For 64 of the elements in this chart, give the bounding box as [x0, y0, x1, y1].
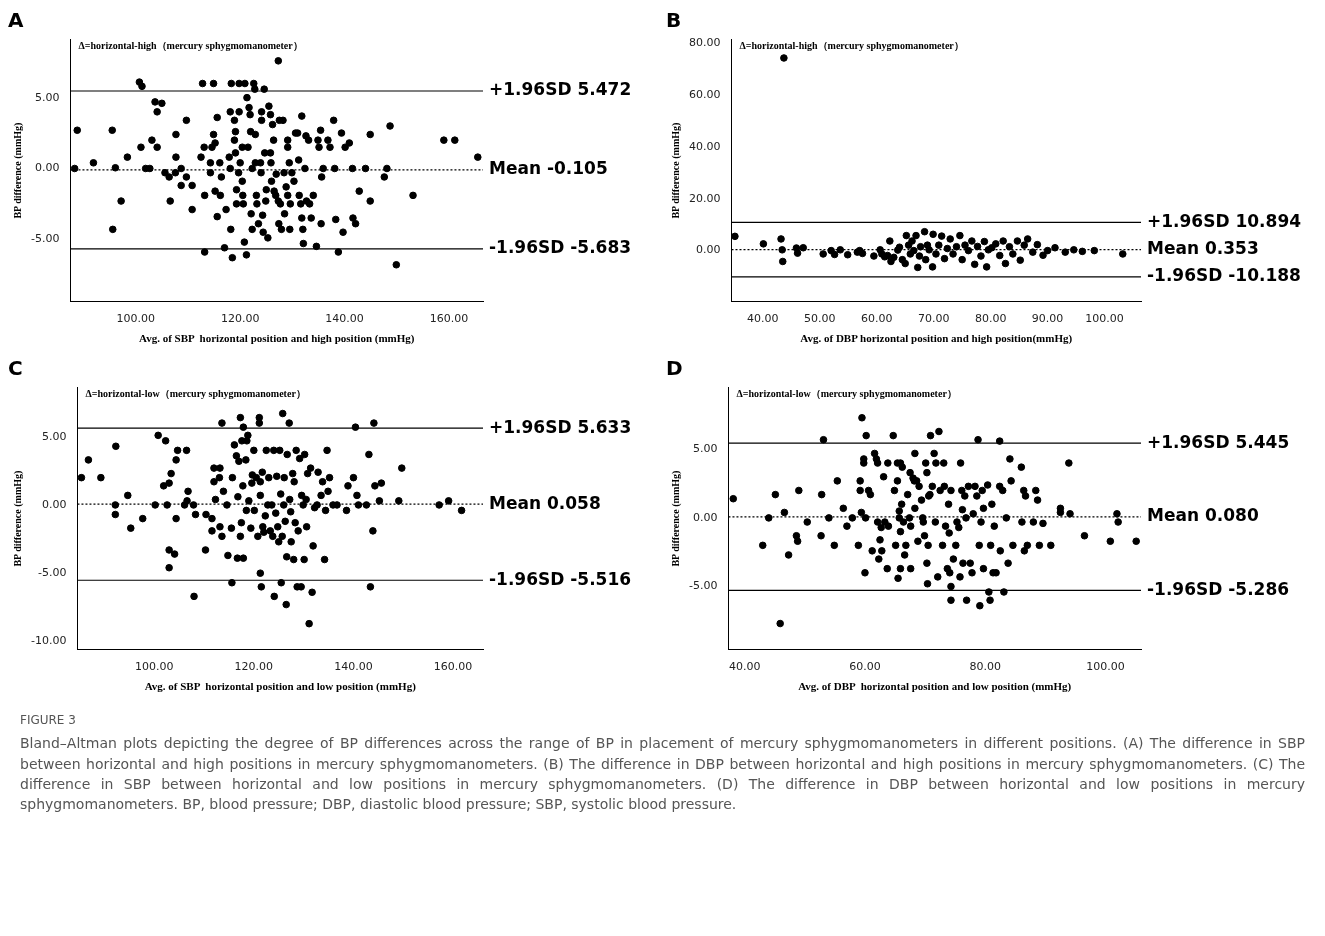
x-tick-label: 40.00	[747, 312, 779, 326]
chart-title: A	[8, 8, 25, 32]
annotation: Δ=horizontal-low（mercury sphygmomanometer）	[85, 388, 306, 400]
y-tick-label: 5.00	[34, 90, 60, 104]
chart-title: D	[666, 356, 684, 380]
y-tick-label: 60.00	[688, 88, 721, 102]
x-tick-label: 70.00	[917, 312, 950, 326]
y-tick-label: -5.00	[37, 566, 67, 580]
ref-line-label: -1.96SD -5.516	[489, 568, 632, 589]
y-tick-label: 0.00	[695, 243, 721, 257]
ref-line-label: +1.96SD 5.445	[1147, 431, 1290, 452]
x-tick-label: 100.00	[1085, 312, 1124, 326]
x-tick-label: 100.00	[116, 312, 155, 326]
ref-line-label: +1.96SD 5.633	[489, 416, 632, 437]
y-tick-label: 5.00	[41, 429, 67, 443]
y-axis-title: BP difference (mmHg)	[11, 470, 24, 567]
x-tick-label: 80.00	[974, 312, 1007, 326]
y-axis-title: BP difference (mmHg)	[669, 470, 682, 567]
y-axis-title: BP difference (mmHg)	[669, 122, 682, 219]
y-tick-label: 0.00	[34, 161, 60, 175]
x-axis-title: Avg. of DBP horizontal position and high position(mmHg)	[800, 332, 1073, 346]
x-tick-label: 40.00	[728, 660, 761, 674]
ref-line-label: Mean 0.058	[489, 492, 601, 513]
x-axis-title: Avg. of SBP horizontal position and high position (mmHg)	[139, 332, 415, 346]
ref-line-label: Mean -0.105	[489, 158, 608, 179]
x-tick-label: 160.00	[429, 312, 469, 326]
y-tick-label: 0.00	[692, 510, 718, 524]
x-tick-label: 100.00	[1086, 660, 1125, 674]
x-axis-title: Avg. of DBP horizontal position and low position (mmHg)	[798, 680, 1072, 694]
y-tick-label: 0.00	[41, 497, 67, 511]
annotation: Δ=horizontal-high（mercury sphygmomanometer）	[78, 40, 303, 52]
y-tick-label: 20.00	[688, 191, 721, 205]
x-tick-label: 140.00	[334, 660, 373, 674]
y-tick-label: -10.00	[30, 634, 67, 648]
y-tick-label: 80.00	[688, 36, 721, 50]
text: Bland–Altman plots depicting the degree of BP differences across the range of BP in placement of mercury sphygmomanometers in different positions. (A) The difference in SBP between horizontal and high positions in mercury sphygmomanometers. (B) The difference in DBP between horizontal and high positions in mercury sphygmomanometers. (C) The difference in SBP between horizontal and low positions in mercury sphygmomanometers. (D) The difference in DBP between horizontal and low positions in mercury sphygmomanometers. BP, blood pressure; DBP, diastolic blood pressure; SBP, systolic blood pressure.	[20, 734, 1305, 815]
ref-line-label: -1.96SD -5.286	[1147, 578, 1290, 599]
ref-line-label: -1.96SD -5.683	[489, 237, 632, 258]
x-tick-label: 100.00	[134, 660, 174, 674]
x-tick-label: 60.00	[860, 312, 893, 326]
x-tick-label: 60.00	[849, 660, 881, 674]
x-tick-label: 50.00	[804, 312, 836, 326]
ref-line-label: +1.96SD 5.472	[489, 79, 632, 100]
y-axis-title: BP difference (mmHg)	[11, 122, 24, 219]
x-tick-label: 120.00	[234, 660, 274, 674]
ref-line-label: +1.96SD 10.894	[1147, 210, 1302, 231]
annotation: Δ=horizontal-low（mercury sphygmomanometer）	[736, 388, 957, 400]
y-tick-label: 40.00	[688, 139, 721, 153]
x-tick-label: 80.00	[969, 660, 1001, 674]
x-axis-title: Avg. of SBP horizontal position and low position (mmHg)	[144, 680, 417, 694]
annotation: Δ=horizontal-high（mercury sphygmomanometer）	[739, 40, 964, 52]
x-tick-label: 160.00	[433, 660, 473, 674]
x-tick-label: 120.00	[220, 312, 260, 326]
x-tick-label: 140.00	[325, 312, 364, 326]
y-tick-label: -5.00	[688, 579, 718, 593]
caption: FIGURE 3	[20, 712, 77, 729]
ref-line-label: Mean 0.353	[1147, 238, 1259, 259]
ref-line-label: -1.96SD -10.188	[1147, 265, 1301, 286]
x-tick-label: 90.00	[1031, 312, 1064, 326]
y-tick-label: -5.00	[30, 232, 60, 246]
chart-title: B	[666, 8, 683, 32]
y-tick-label: 5.00	[692, 442, 718, 456]
ref-line-label: Mean 0.080	[1147, 505, 1259, 526]
chart-title: C	[8, 356, 24, 380]
